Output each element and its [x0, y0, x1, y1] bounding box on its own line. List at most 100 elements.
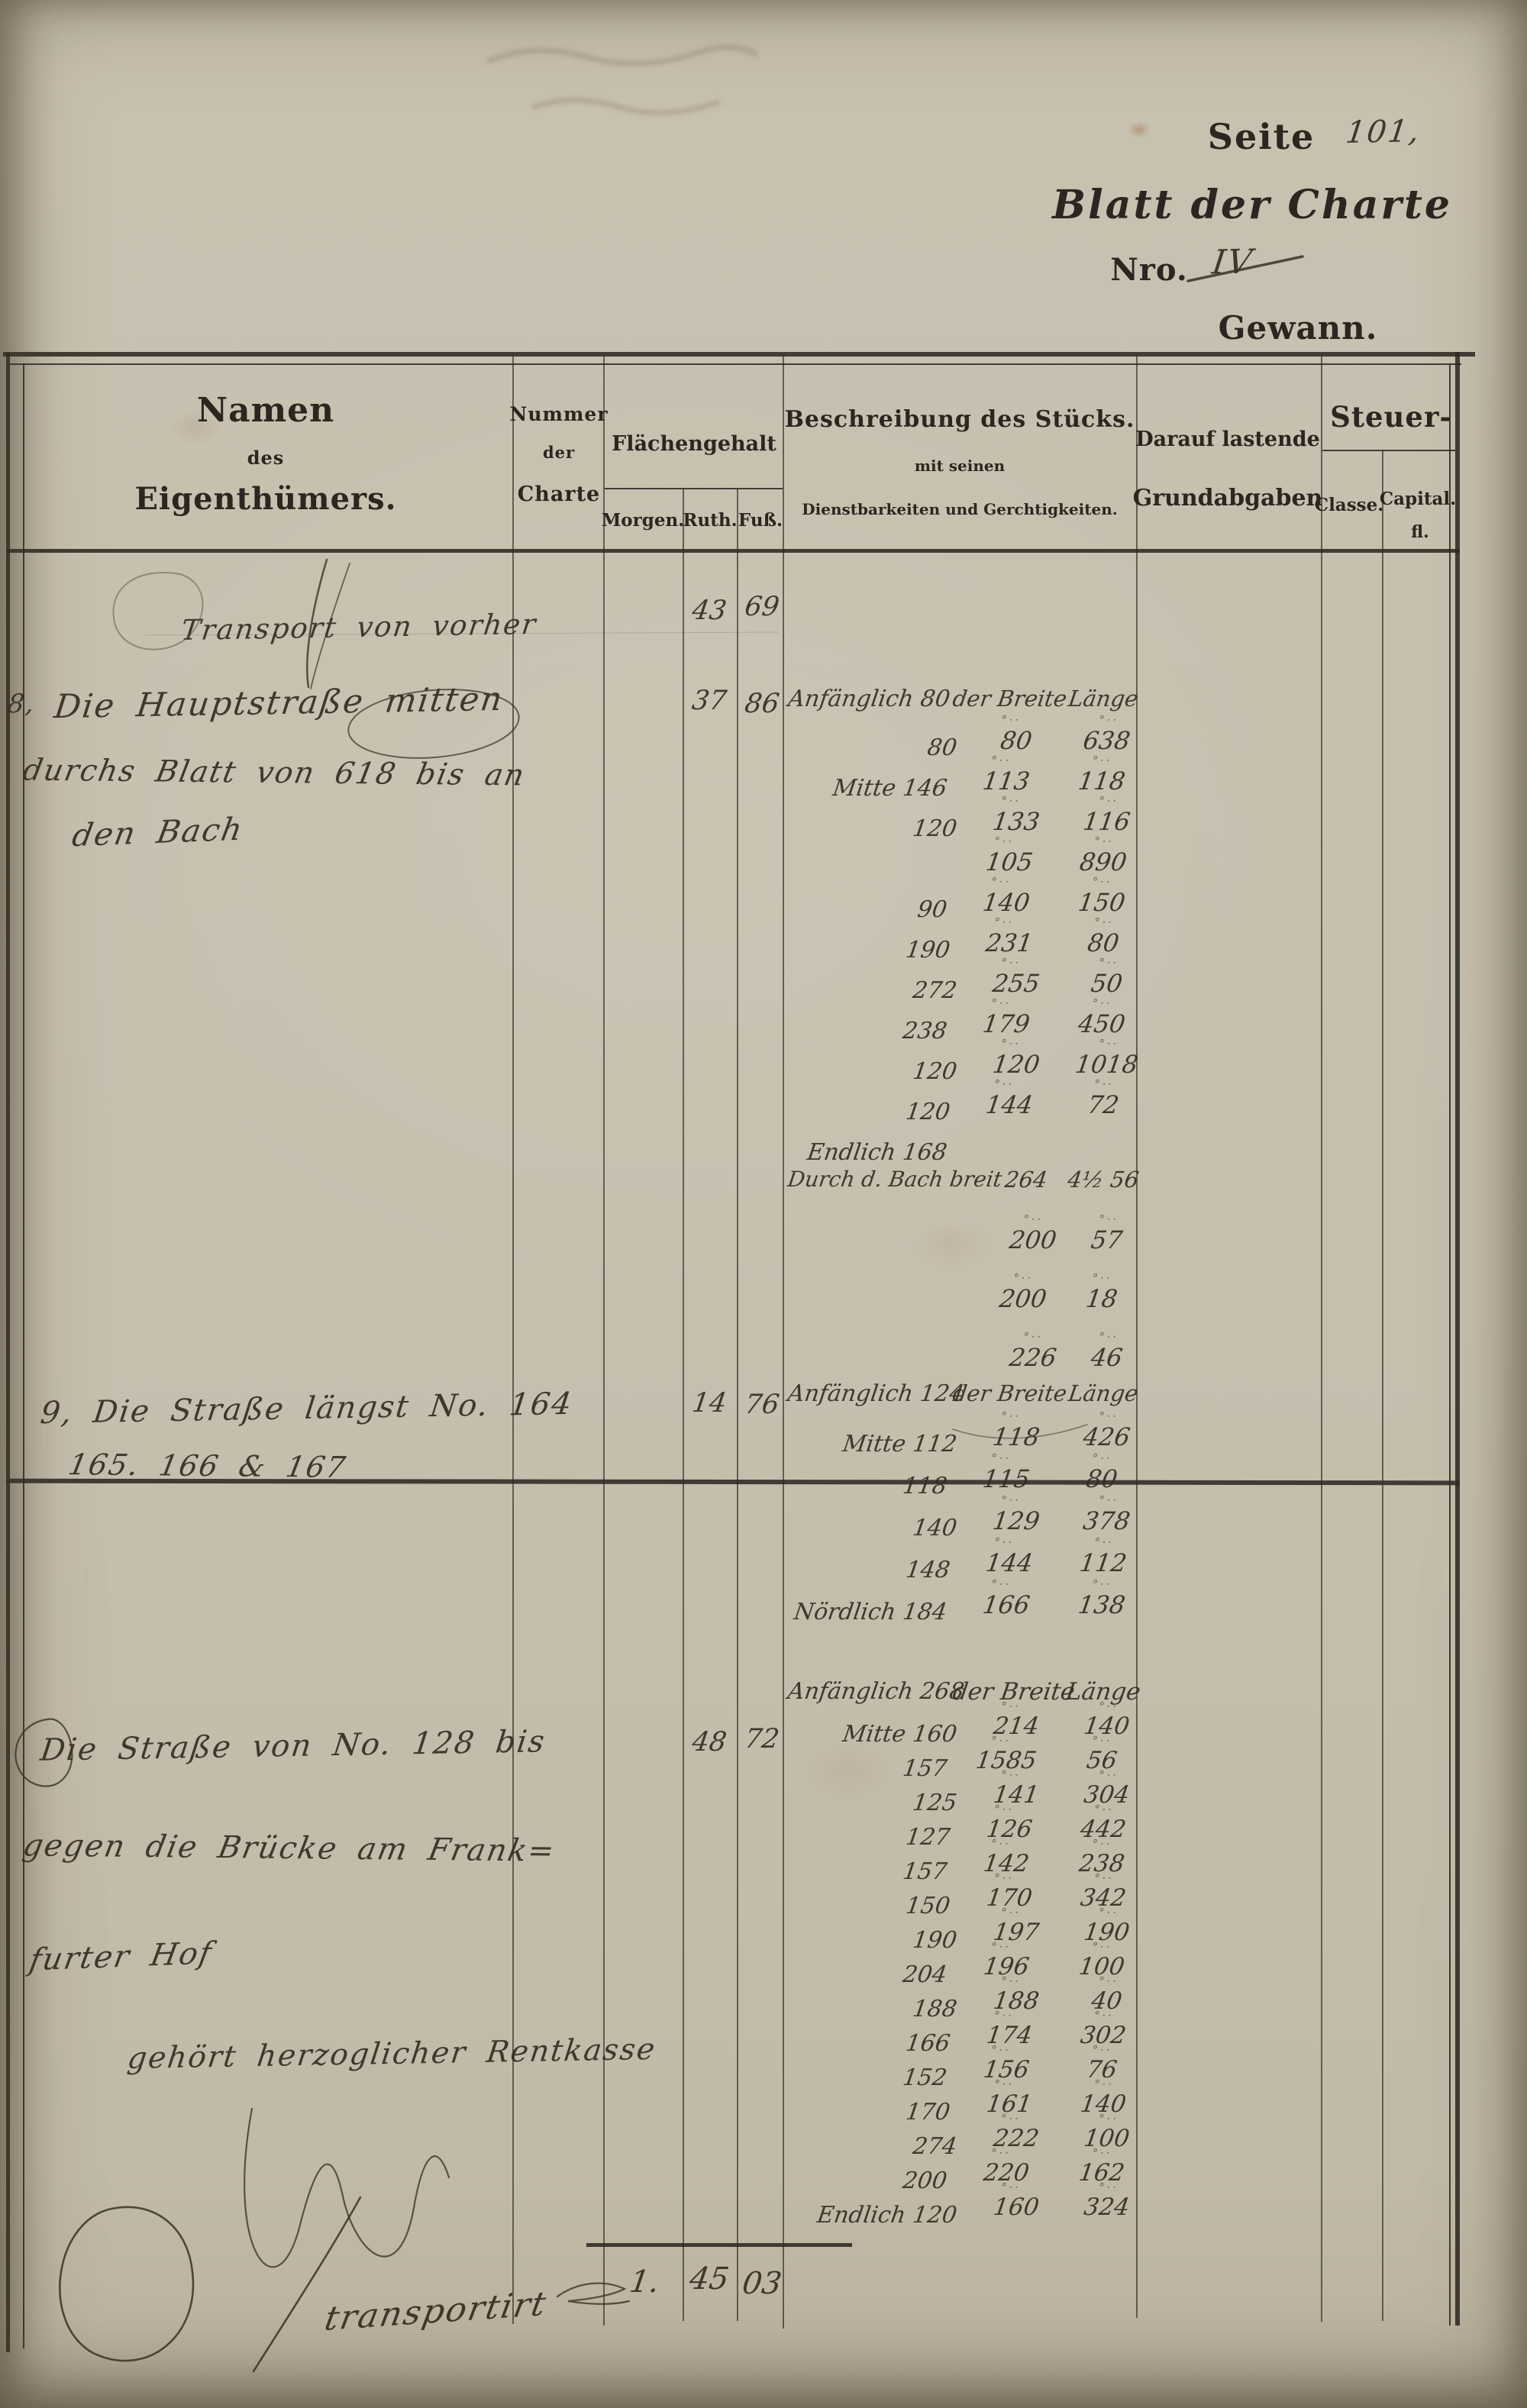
measure-col1: 127 [904, 1824, 952, 1851]
measure-laenge: 116 [1070, 807, 1142, 836]
total-sum-line [586, 2243, 852, 2247]
measure-laenge: 46 [1070, 1343, 1142, 1372]
header-namen: Namen [196, 391, 335, 430]
measure-row: Mitte 146 113 118 [785, 767, 1141, 807]
measure-row: Anfänglich 268 der Breite Länge [786, 1678, 1143, 1712]
nro-label: Nro. [1110, 252, 1188, 288]
header-grundabgaben: Grundabgaben [1132, 485, 1323, 512]
measure-breite: 118 [957, 1422, 1074, 1451]
measure-breite: 140 [948, 888, 1064, 917]
measure-laenge: 72 [1064, 1090, 1142, 1119]
measure-breite: der Breite [951, 1380, 1069, 1406]
measure-breite: 255 [957, 969, 1074, 998]
measure-breite: 200 [991, 1225, 1074, 1254]
measure-row: 120 133 116 [795, 807, 1141, 847]
entry9-measure-block: Anfänglich 124 der Breite Länge Mitte 11… [785, 1380, 1141, 1632]
measure-row: Endlich 168 [785, 1131, 1141, 1171]
col-line-classe-capital [1382, 450, 1383, 2321]
measure-breite: 129 [957, 1506, 1074, 1535]
measure-row: 120 120 1018 [795, 1050, 1141, 1090]
total-ruth-value: 45 [687, 2261, 731, 2297]
measure-row: Mitte 160 214 140 [795, 1712, 1141, 1748]
entry8-ruth-value: 37 [689, 686, 729, 716]
transport-row-text: Transport von vorher [179, 607, 539, 647]
col-line-ruth-fuss [737, 489, 738, 2321]
measure-breite: 264 [1002, 1167, 1050, 1193]
measure-laenge: 50 [1070, 969, 1142, 998]
measure-col1: 200 [901, 2168, 949, 2194]
measure-row: 204 196 100 [785, 1953, 1141, 1988]
header-charte: Charte [517, 483, 601, 506]
measure-row: 272 255 50 [795, 969, 1141, 1009]
total-label: transportirt [321, 2284, 550, 2339]
entry10-name-line: Die Straße von No. 128 bis [38, 1724, 548, 1768]
header-morgen: Morgen. [601, 510, 685, 531]
gewann-label: Gewann. [1218, 309, 1378, 347]
table-border-top-inner [8, 363, 1461, 365]
measure-row: 140 129 378 [795, 1506, 1141, 1548]
entry8-fuss-value: 86 [742, 689, 782, 719]
measure-laenge: 112 [1064, 1548, 1142, 1577]
header-steuer: Steuer- [1330, 400, 1452, 434]
measure-row: 148 144 112 [788, 1548, 1141, 1590]
header-nummer: Nummer [509, 403, 609, 425]
transport-fuss-value: 69 [742, 592, 782, 622]
table-border-right-inner [1449, 363, 1451, 2326]
header-ruth: Ruth. [683, 510, 738, 531]
header-nummer-der: der [542, 443, 576, 462]
col-line-beschr-grund [1136, 356, 1138, 2318]
measure-laenge: Länge [1067, 686, 1140, 712]
total-morgen-value: 1. [627, 2264, 662, 2300]
entry8-name-line: den Bach [69, 810, 247, 854]
measure-col1: 170 [904, 2099, 952, 2126]
measure-breite: 120 [957, 1050, 1074, 1079]
col-line-grund-steuer [1321, 356, 1322, 2322]
measure-col1: 190 [904, 937, 952, 964]
measure-col1: Mitte 112 [841, 1431, 959, 1457]
measure-laenge: 890 [1064, 847, 1142, 876]
measure-col1: Mitte 160 [841, 1721, 959, 1748]
measure-col1: 125 [911, 1790, 959, 1816]
measure-row: 150 170 342 [788, 1884, 1141, 1919]
entry10-name-line: gehört herzoglicher Rentkasse [125, 2032, 659, 2077]
measure-breite: 113 [948, 767, 1064, 796]
subheader-line-steuer [1322, 450, 1455, 451]
measure-row: 170 161 140 [788, 2090, 1141, 2126]
measure-laenge: 1018 [1070, 1050, 1142, 1079]
measure-breite: 144 [951, 1548, 1067, 1577]
measure-breite: 105 [951, 847, 1067, 876]
header-fl: fl. [1411, 522, 1429, 542]
header-beschreibung: Beschreibung des Stücks. [784, 406, 1135, 433]
measure-row: Durch d. Bach breit 264 4½ 56 [786, 1167, 1141, 1225]
measure-laenge: 118 [1061, 767, 1142, 796]
measure-row: Nördlich 184 166 138 [785, 1590, 1141, 1632]
entry8-measure-block: Anfänglich 80 der Breite Länge 80 80 638… [785, 686, 1142, 1171]
subheader-line-flaechengehalt [605, 488, 783, 489]
measure-col1: 120 [911, 1058, 959, 1085]
header-dienstbarkeiten: Dienstbarkeiten und Gerchtigkeiten. [802, 500, 1118, 518]
measure-row: 120 144 72 [788, 1090, 1141, 1131]
measure-breite: 80 [957, 726, 1074, 755]
measure-col1: Anfänglich 268 [786, 1678, 967, 1705]
header-fuss: Fuß. [738, 510, 783, 531]
col-line-namen-nummer [512, 356, 514, 2324]
measure-row: 200 220 162 [785, 2159, 1141, 2194]
measure-breite: 166 [948, 1590, 1064, 1619]
measure-col1: 148 [904, 1557, 952, 1583]
measure-row: 200 18 [785, 1284, 1141, 1343]
header-eigenthuemers: Eigenthümers. [134, 481, 397, 517]
measure-col1: 120 [904, 1099, 952, 1125]
col-line-flaeche-beschr [783, 356, 784, 2329]
measure-row: 166 174 302 [788, 2022, 1141, 2057]
measure-col1: 80 [925, 734, 959, 761]
entry8-bach-block: Durch d. Bach breit 264 4½ 56 200 57 200… [785, 1167, 1142, 1402]
measure-row: 127 126 442 [788, 1816, 1141, 1851]
entry10-name-line: gegen die Brücke am Frank= [20, 1828, 559, 1869]
header-mit-seinen: mit seinen [914, 457, 1006, 475]
measure-col1: 188 [911, 1996, 959, 2022]
measure-col1: 152 [901, 2064, 949, 2091]
entry8-name-line: Die Hauptstraße mitten [52, 679, 506, 727]
measure-laenge: 18 [1061, 1284, 1142, 1313]
measure-col1: 118 [901, 1473, 949, 1499]
